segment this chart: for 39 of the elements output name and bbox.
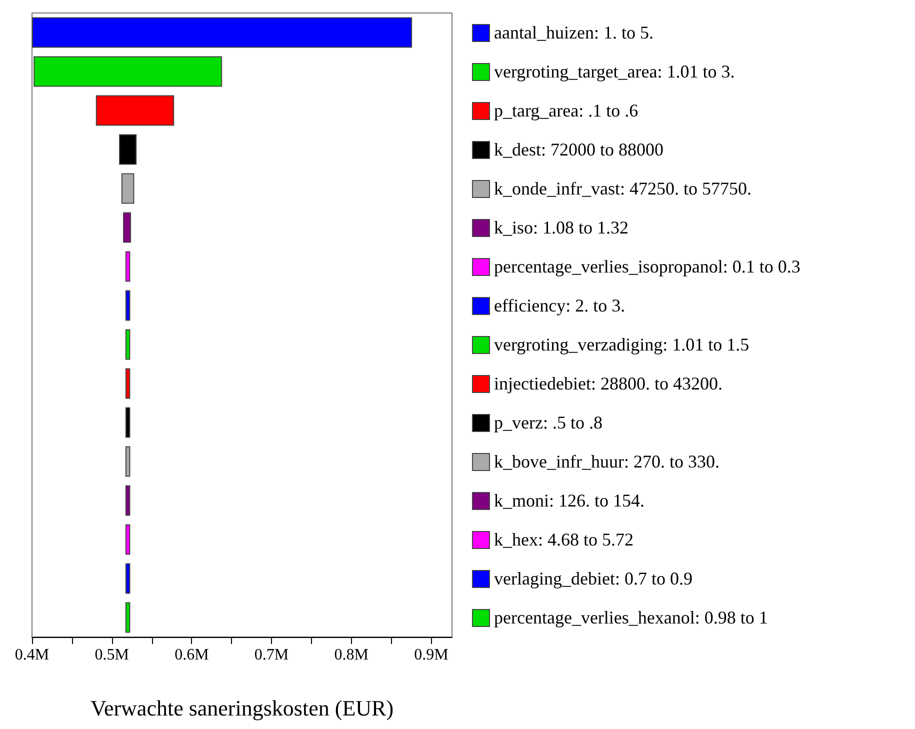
bar	[123, 212, 132, 243]
bar	[34, 56, 222, 87]
x-tick-label: 0.7M	[254, 646, 289, 664]
x-axis-title: Verwachte saneringskosten (EUR)	[90, 696, 394, 720]
y-tick-label: percentage_verlies_isopropanol: 0.1 to 0.3	[494, 256, 800, 276]
bar	[125, 485, 130, 516]
x-tick-label: 0.5M	[94, 646, 129, 664]
x-tick-label: 0.6M	[174, 646, 209, 664]
bar	[125, 524, 130, 555]
y-tick-label: vergroting_target_area: 1.01 to 3.	[494, 62, 735, 82]
y-tick-label: k_moni: 126. to 154.	[494, 490, 645, 510]
bar	[125, 290, 130, 321]
bar	[125, 407, 130, 438]
y-tick-label: p_verz: .5 to .8	[494, 412, 602, 432]
y-tick-label: vergroting_verzadiging: 1.01 to 1.5	[494, 334, 750, 354]
bar	[121, 173, 134, 204]
bar	[119, 134, 137, 165]
y-tick-label: injectiedebiet: 28800. to 43200.	[494, 374, 722, 394]
y-tick-label: k_bove_infr_huur: 270. to 330.	[494, 452, 720, 472]
y-tick-label: p_targ_area: .1 to .6	[494, 100, 638, 120]
bar	[125, 602, 130, 633]
x-tick-label: 0.8M	[334, 646, 369, 664]
y-tick-label: k_hex: 4.68 to 5.72	[494, 530, 634, 550]
bar	[125, 563, 130, 594]
bar	[96, 95, 174, 126]
bar	[125, 329, 130, 360]
y-tick-label: efficiency: 2. to 3.	[494, 296, 626, 316]
bar	[125, 368, 130, 399]
x-tick-label: 0.4M	[14, 646, 50, 664]
y-tick-label: k_dest: 72000 to 88000	[494, 140, 664, 160]
y-tick-label: percentage_verlies_hexanol: 0.98 to 1	[494, 608, 768, 628]
y-tick-label: k_onde_infr_vast: 47250. to 57750.	[494, 178, 752, 198]
bar	[32, 17, 412, 48]
x-tick-label: 0.9M	[414, 646, 448, 664]
y-tick-label: aantal_huizen: 1. to 5.	[494, 22, 654, 42]
bar	[125, 446, 130, 477]
y-tick-label: k_iso: 1.08 to 1.32	[494, 218, 629, 238]
bar	[125, 251, 130, 282]
y-tick-label: verlaging_debiet: 0.7 to 0.9	[494, 568, 692, 588]
